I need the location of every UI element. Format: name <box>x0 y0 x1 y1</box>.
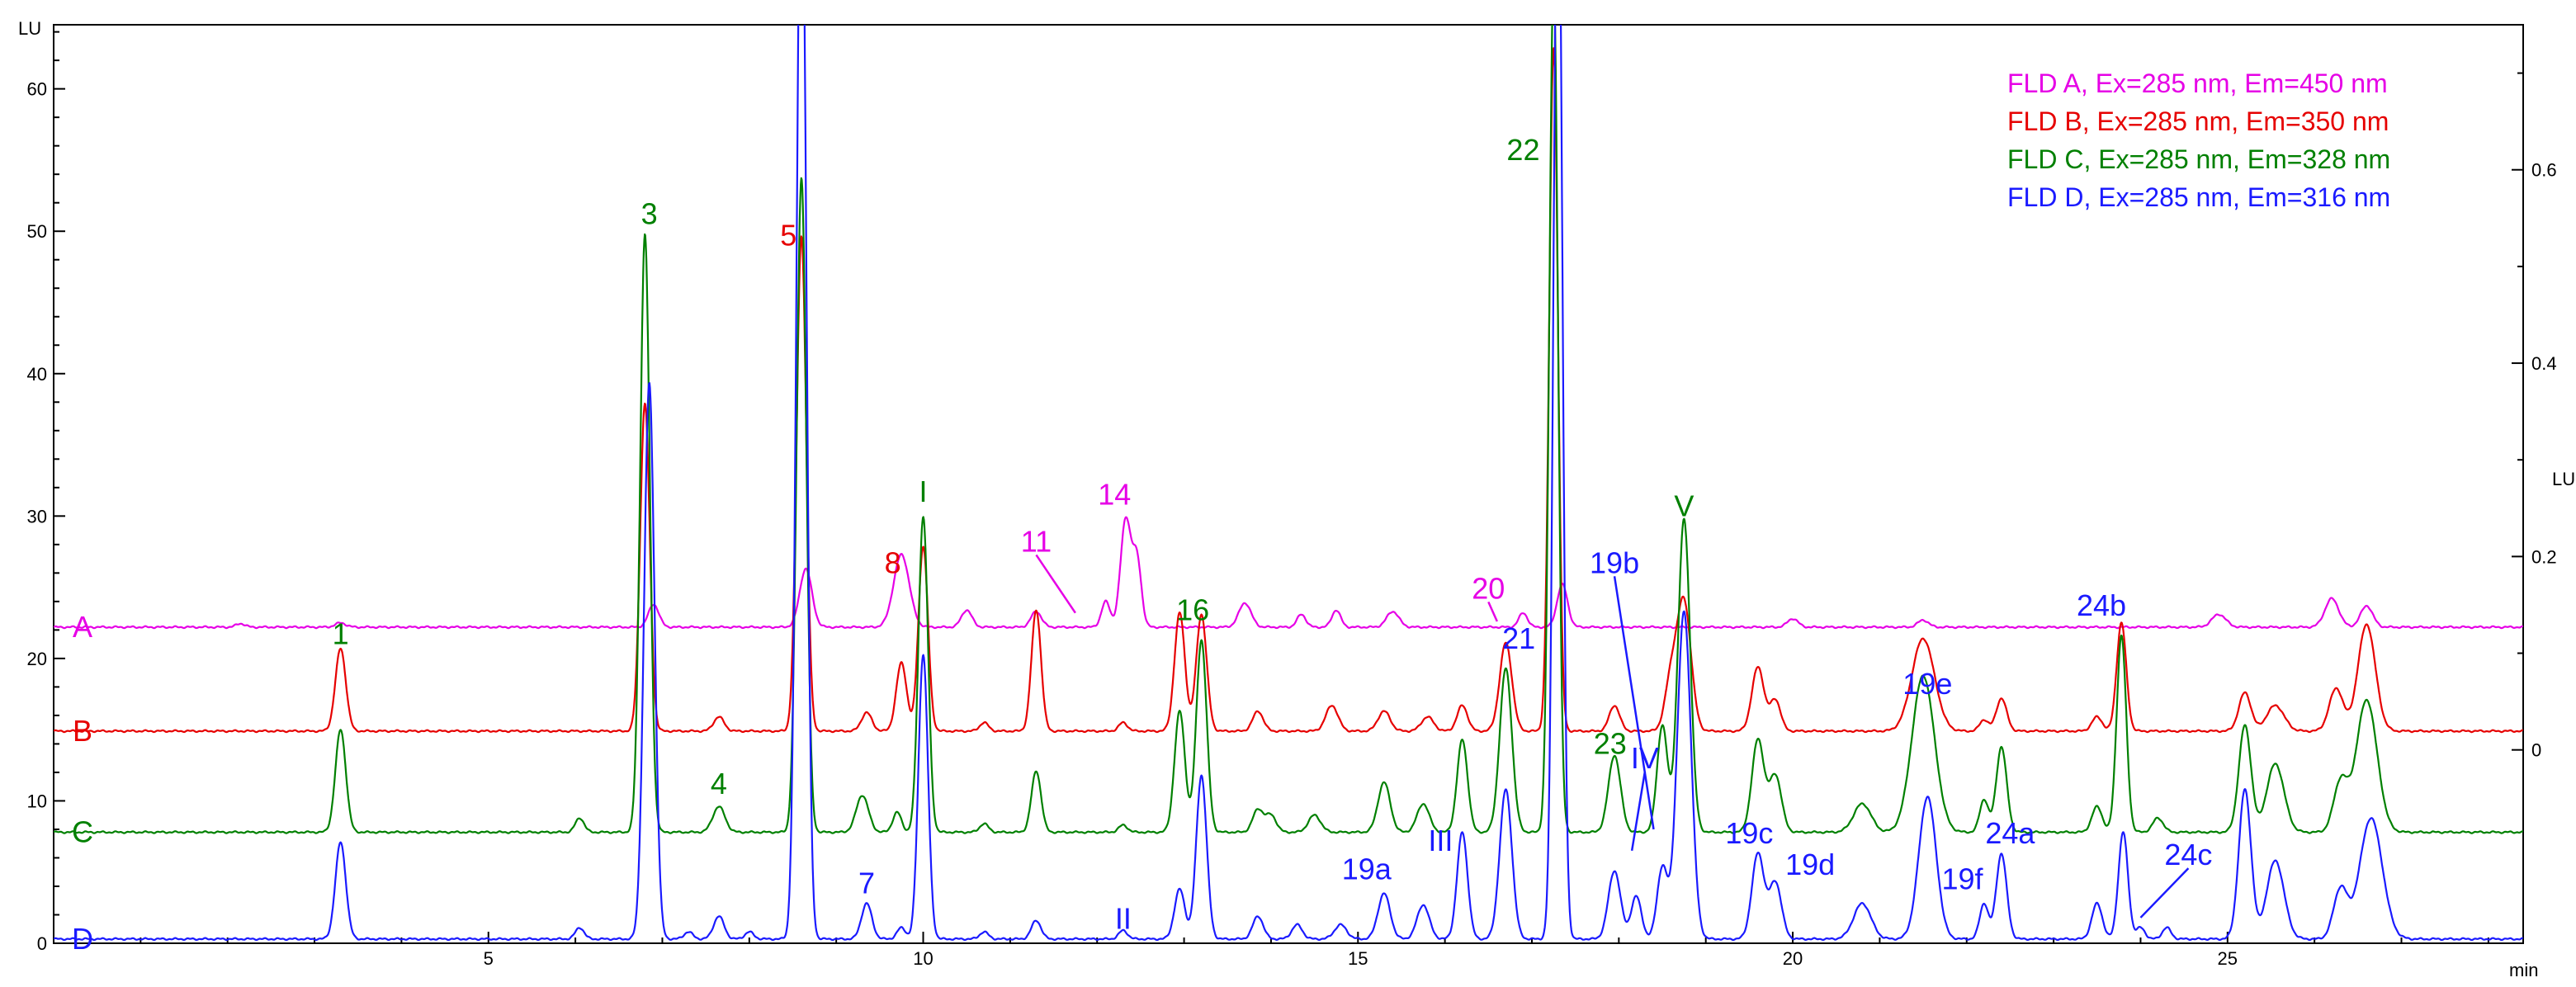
peak-label: 19f <box>1941 862 1983 895</box>
x-tick-label: 20 <box>1783 948 1803 969</box>
peak-label: 4 <box>711 767 727 800</box>
peak-label: 3 <box>641 197 658 231</box>
peak-label: 5 <box>780 218 796 252</box>
peak-label: 21 <box>1502 621 1535 655</box>
y-tick-label-right: 0.4 <box>2531 353 2557 374</box>
y-tick-label-left: 20 <box>27 649 47 669</box>
x-tick-label: 5 <box>484 948 494 969</box>
peak-label: 8 <box>885 545 901 579</box>
peak-label: III <box>1428 824 1453 857</box>
trace-C <box>54 25 2523 834</box>
peak-label: 1 <box>333 617 349 651</box>
x-axis-unit: min <box>2509 960 2538 980</box>
peak-label: 19d <box>1785 848 1835 881</box>
peak-label: 19b <box>1590 545 1639 579</box>
y-tick-label-left: 10 <box>27 791 47 811</box>
legend-entry: FLD D, Ex=285 nm, Em=316 nm <box>2007 182 2390 212</box>
annotation-leader <box>1613 576 1655 830</box>
plot-frame <box>53 24 2524 944</box>
y-tick-label-left: 30 <box>27 506 47 527</box>
peak-label: V <box>1674 489 1694 522</box>
peak-label: II <box>1115 902 1132 936</box>
legend-entry: FLD B, Ex=285 nm, Em=350 nm <box>2007 106 2389 136</box>
annotation-leader <box>1487 601 1498 622</box>
y-tick-label-right: 0.2 <box>2531 546 2557 567</box>
y-tick-label-right: 0.6 <box>2531 160 2557 181</box>
peak-label: 7 <box>858 867 875 900</box>
peak-label: I <box>919 475 928 508</box>
peak-label: 16 <box>1176 593 1209 626</box>
y-tick-label-left: 60 <box>27 79 47 100</box>
peak-label: 23 <box>1594 726 1627 760</box>
peak-label: 19e <box>1902 667 1952 701</box>
peak-label: 19c <box>1725 816 1773 850</box>
legend: FLD A, Ex=285 nm, Em=450 nm FLD B, Ex=285… <box>2007 68 2390 212</box>
legend-entry: FLD A, Ex=285 nm, Em=450 nm <box>2007 68 2388 98</box>
legend-entry: FLD C, Ex=285 nm, Em=328 nm <box>2007 144 2390 174</box>
trace-label-B: B <box>73 714 92 748</box>
y-tick-label-left: 50 <box>27 221 47 242</box>
trace-B <box>54 47 2523 734</box>
trace-label-D: D <box>72 922 93 956</box>
peak-label: 22 <box>1506 133 1539 167</box>
peak-label: 19a <box>1342 852 1392 885</box>
trace-label-A: A <box>73 610 92 644</box>
traces <box>54 25 2523 942</box>
trace-A <box>54 516 2523 630</box>
x-tick-label: 15 <box>1348 948 1368 969</box>
trace-D <box>54 25 2523 942</box>
peak-label: 14 <box>1098 478 1131 512</box>
right-axis-unit: LU <box>2552 469 2575 489</box>
annotation-leader <box>2139 867 2190 919</box>
x-tick-label: 25 <box>2218 948 2238 969</box>
annotation-leader <box>1035 554 1076 614</box>
y-tick-label-right: 0 <box>2531 740 2541 761</box>
peak-label: 24b <box>2077 588 2126 622</box>
left-axis-unit: LU <box>18 18 41 39</box>
peak-label: 11 <box>1021 524 1052 558</box>
peak-label: 24c <box>2164 838 2212 871</box>
y-tick-label-left: 40 <box>27 364 47 385</box>
peak-label: 20 <box>1472 571 1505 605</box>
y-tick-label-left: 0 <box>37 933 47 954</box>
x-tick-label: 10 <box>913 948 933 969</box>
annotation-leader <box>1630 771 1647 852</box>
trace-label-C: C <box>72 815 93 848</box>
peak-label: 24a <box>1985 816 2035 850</box>
